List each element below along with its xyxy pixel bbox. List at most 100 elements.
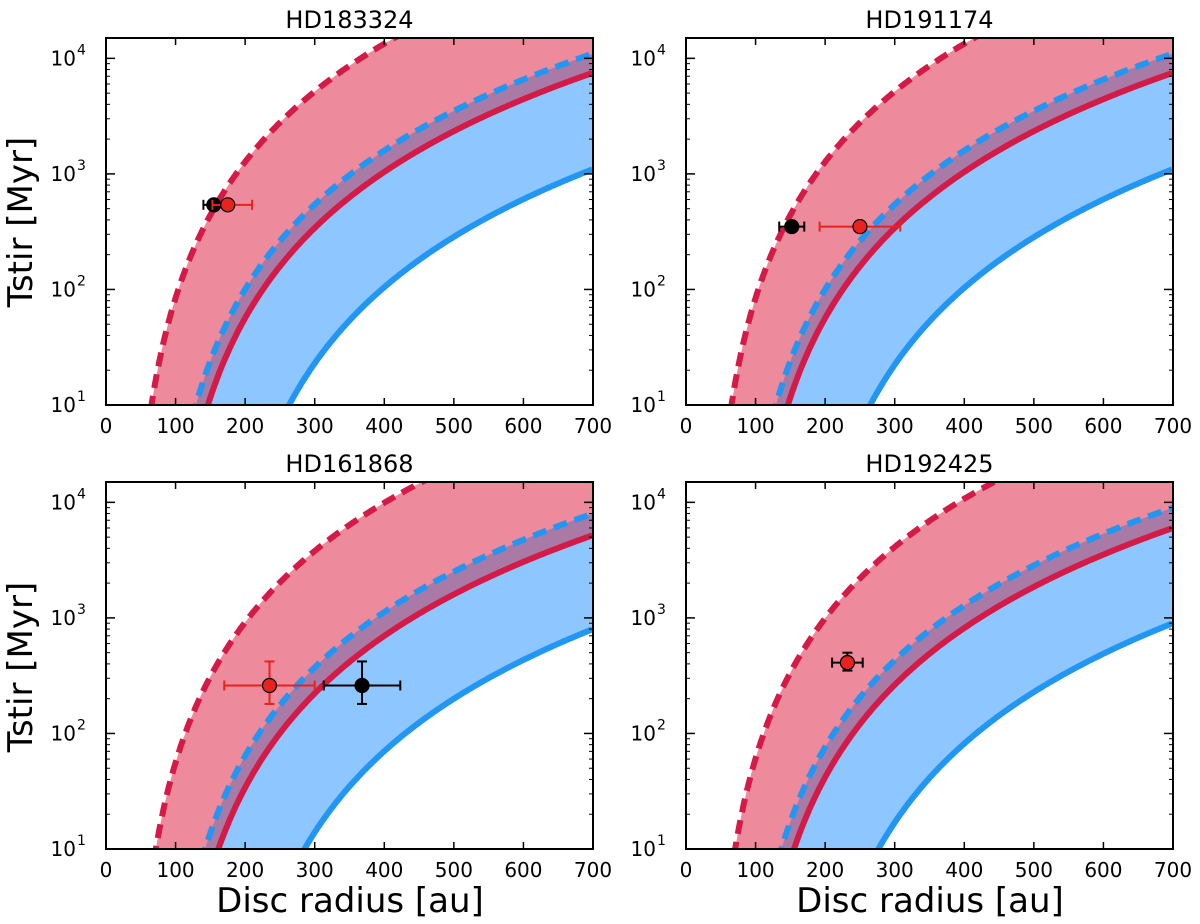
x-tick-label: 700 (1154, 414, 1192, 438)
x-tick-label: 200 (226, 414, 264, 438)
y-tick-exponent: 3 (77, 158, 86, 174)
x-tick-label: 500 (1015, 858, 1053, 882)
panel-title: HD191174 (865, 6, 993, 34)
y-tick-label: 10 (51, 606, 76, 630)
data-point-observed (778, 218, 806, 235)
y-tick-label: 10 (631, 606, 656, 630)
red-dashed-curve (728, 38, 981, 405)
y-tick-exponent: 3 (77, 602, 86, 618)
x-tick-label: 300 (876, 414, 914, 438)
blue-solid-curve (285, 166, 593, 405)
point-marker (354, 677, 370, 694)
x-tick-label: 400 (365, 414, 403, 438)
red-solid-curve (215, 532, 593, 849)
blue-dashed-curve (201, 510, 593, 849)
x-tick-label: 200 (806, 858, 844, 882)
blue-dashed-curve (192, 51, 593, 405)
x-tick-label: 0 (100, 858, 113, 882)
y-tick-label: 10 (631, 162, 656, 186)
axes-frame (105, 37, 594, 406)
point-marker (261, 677, 278, 694)
y-tick-exponent: 3 (657, 602, 666, 618)
blue-band (776, 53, 1173, 405)
x-tick-label: 200 (226, 858, 264, 882)
ylabel-top: Tstir [Myr] (1, 137, 41, 308)
xlabel-right: Disc radius [au] (796, 881, 1064, 921)
x-tick-label: 500 (1015, 414, 1053, 438)
x-tick-label: 0 (680, 858, 693, 882)
x-tick-label: 300 (296, 414, 334, 438)
point-marker (220, 197, 236, 213)
y-tick-exponent: 1 (657, 389, 666, 405)
blue-dashed-curve (772, 51, 1173, 405)
x-tick-label: 700 (574, 414, 612, 438)
point-marker (839, 655, 856, 671)
blue-band (781, 507, 1173, 849)
blue-band (205, 513, 593, 849)
point-marker (852, 218, 868, 235)
x-tick-label: 100 (736, 858, 774, 882)
data-point-model (839, 655, 856, 671)
x-tick-label: 300 (876, 858, 914, 882)
y-tick-exponent: 2 (77, 717, 86, 733)
y-tick-label: 10 (631, 46, 656, 70)
panel-title: HD161868 (285, 450, 413, 478)
axes-frame (685, 37, 1174, 406)
data-point-observed (322, 660, 402, 705)
red-dashed-curve (148, 38, 401, 405)
blue-solid-curve (875, 620, 1173, 849)
panel-title: HD183324 (285, 6, 413, 34)
red-dashed-curve (732, 482, 1001, 849)
x-tick-label: 600 (504, 858, 542, 882)
blue-dashed-curve (778, 505, 1173, 849)
x-tick-label: 300 (296, 858, 334, 882)
panel-title: HD192425 (865, 450, 993, 478)
red-solid-curve (790, 525, 1173, 849)
y-tick-label: 10 (631, 393, 656, 417)
y-tick-label: 10 (631, 721, 656, 745)
x-tick-label: 600 (1084, 858, 1122, 882)
y-tick-label: 10 (631, 277, 656, 301)
red-dashed-curve (152, 482, 429, 849)
x-tick-label: 500 (435, 414, 473, 438)
y-tick-label: 10 (631, 837, 656, 861)
x-tick-label: 500 (435, 858, 473, 882)
data-point-model (223, 660, 316, 705)
y-tick-exponent: 2 (657, 273, 666, 289)
blue-solid-curve (301, 626, 593, 849)
x-tick-label: 0 (680, 414, 693, 438)
point-marker (784, 218, 800, 235)
x-tick-label: 100 (156, 858, 194, 882)
y-tick-exponent: 2 (657, 717, 666, 733)
y-tick-label: 10 (51, 837, 76, 861)
x-tick-label: 600 (504, 414, 542, 438)
x-tick-label: 600 (1084, 414, 1122, 438)
data-point-model (211, 197, 254, 213)
red-solid-curve (784, 70, 1173, 405)
y-tick-exponent: 1 (657, 833, 666, 849)
x-tick-label: 100 (736, 414, 774, 438)
y-tick-exponent: 4 (657, 42, 666, 58)
x-tick-label: 200 (806, 414, 844, 438)
plot-area (152, 482, 593, 849)
y-tick-exponent: 4 (77, 486, 86, 502)
plot-area (148, 38, 593, 405)
x-tick-label: 700 (574, 858, 612, 882)
y-tick-label: 10 (631, 490, 656, 514)
y-tick-label: 10 (51, 277, 76, 301)
y-tick-exponent: 2 (77, 273, 86, 289)
ylabel-bottom: Tstir [Myr] (1, 582, 41, 753)
y-tick-label: 10 (51, 490, 76, 514)
y-tick-exponent: 4 (657, 486, 666, 502)
y-tick-exponent: 1 (77, 389, 86, 405)
x-tick-label: 0 (100, 414, 113, 438)
plot-area (732, 482, 1173, 849)
plot-area (728, 38, 1173, 405)
x-tick-label: 100 (156, 414, 194, 438)
xlabel-left: Disc radius [au] (216, 881, 484, 921)
